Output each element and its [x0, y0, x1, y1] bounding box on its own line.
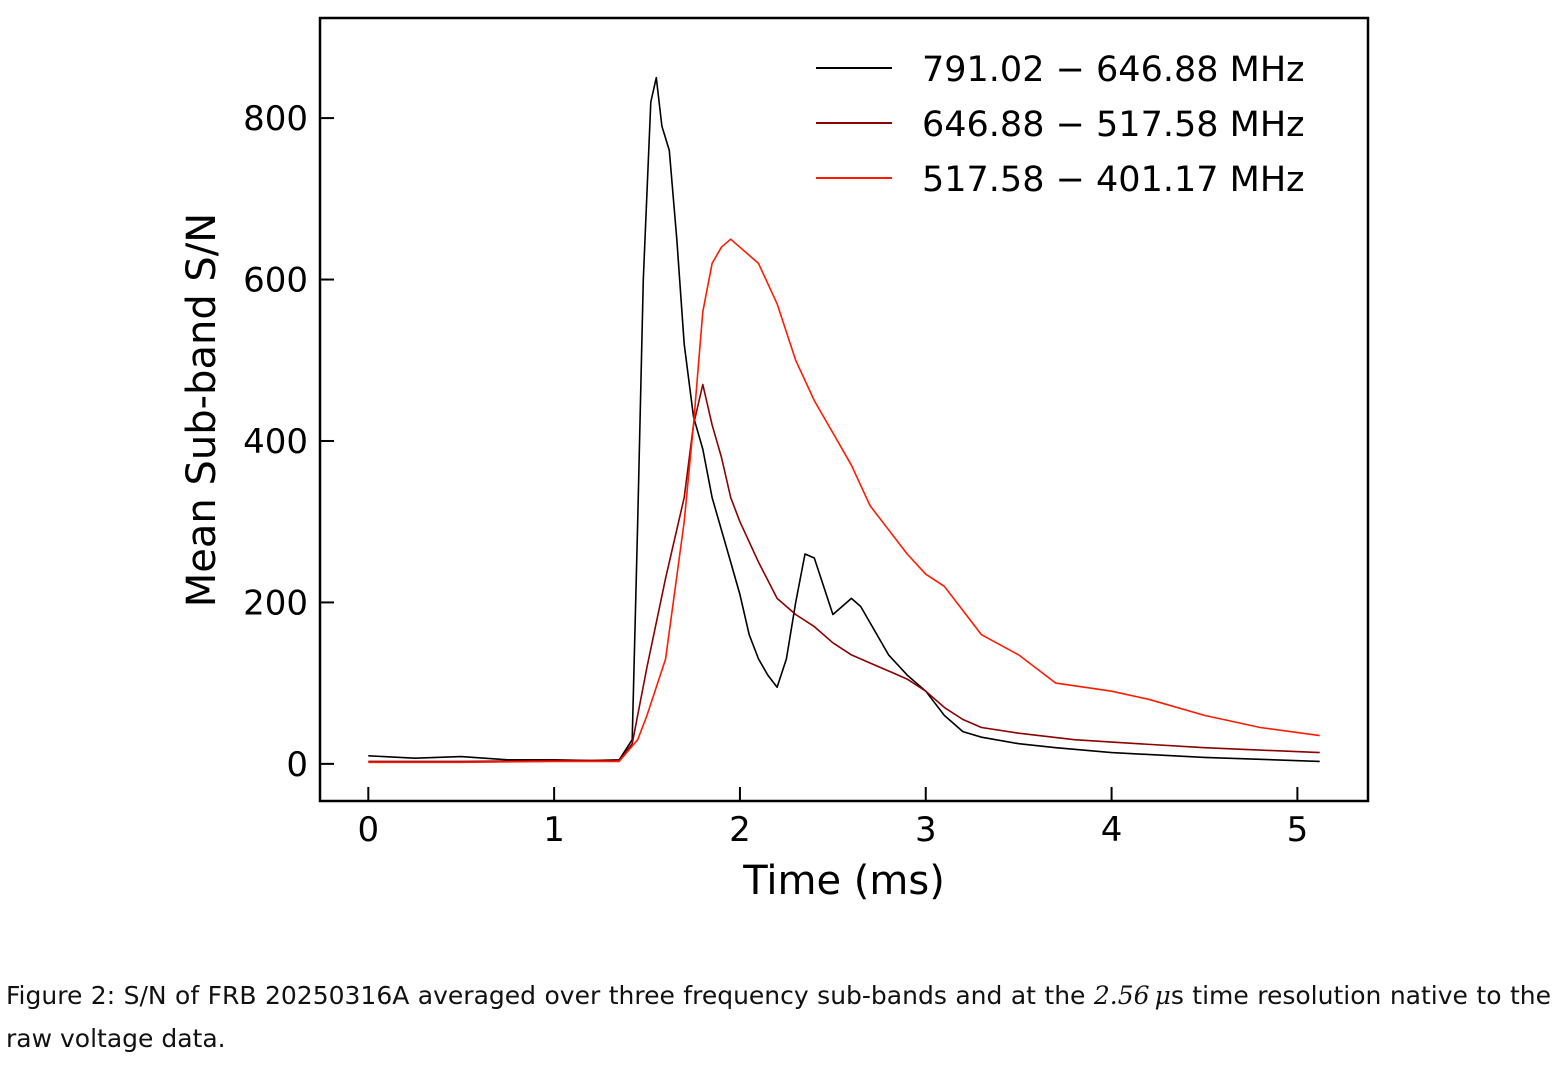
caption-math: 2.56 μ: [1093, 981, 1171, 1010]
y-axis-label: Mean Sub-band S/N: [179, 213, 225, 607]
x-axis-label: Time (ms): [742, 858, 945, 904]
x-tick-label: 2: [729, 810, 751, 850]
y-tick-label: 0: [286, 745, 308, 785]
legend-label-1: 646.88 − 517.58 MHz: [922, 105, 1305, 145]
series-line-1: [368, 383, 1320, 763]
series-line-2: [368, 238, 1320, 764]
legend: 791.02 − 646.88 MHz 646.88 − 517.58 MHz …: [816, 50, 1305, 200]
x-tick-label: 3: [915, 810, 937, 850]
caption-prefix: Figure 2: S/N of FRB 20250316A averaged …: [6, 981, 1094, 1010]
ticks-layer: 0 1 2 3 4 5 0 200 400 600 800: [243, 99, 1308, 850]
series-layer: [368, 76, 1320, 764]
y-tick-label: 200: [243, 583, 308, 623]
plot-frame: [318, 16, 1370, 803]
chart: 0 1 2 3 4 5 0 200 400 600 800 Time (ms) Mean Sub-b…: [179, 16, 1370, 904]
x-tick-label: 1: [543, 810, 565, 850]
y-tick-label: 800: [243, 99, 308, 139]
x-tick-label: 4: [1101, 810, 1123, 850]
series-line-0: [368, 76, 1320, 763]
y-tick-label: 400: [243, 422, 308, 462]
figure-caption: Figure 2: S/N of FRB 20250316A averaged …: [6, 974, 1551, 1060]
x-tick-label: 5: [1287, 810, 1309, 850]
caption-suffix: s time resolution native to the raw volt…: [6, 981, 1551, 1053]
y-tick-label: 600: [243, 261, 308, 301]
x-tick-label: 0: [357, 810, 379, 850]
legend-label-0: 791.02 − 646.88 MHz: [922, 50, 1305, 90]
legend-label-2: 517.58 − 401.17 MHz: [922, 160, 1305, 200]
